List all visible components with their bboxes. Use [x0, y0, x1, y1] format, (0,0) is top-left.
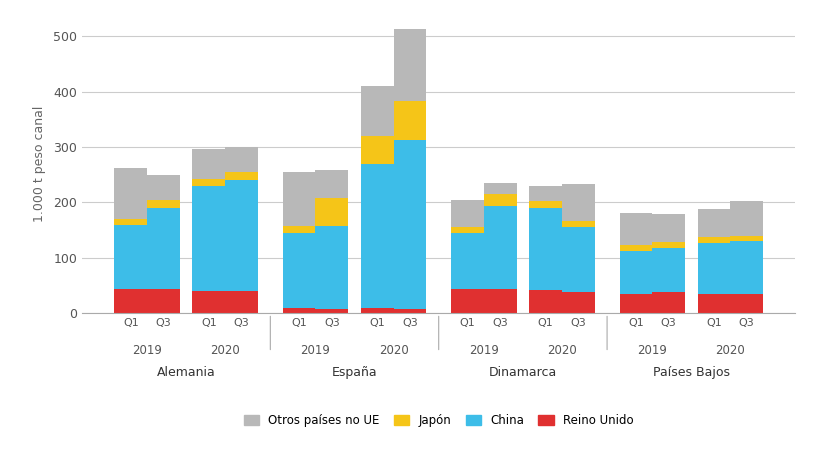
- Bar: [225, 291, 257, 313]
- Bar: [147, 200, 179, 208]
- Text: Alemania: Alemania: [156, 366, 215, 379]
- Text: 2019: 2019: [636, 344, 667, 357]
- Bar: [730, 294, 762, 313]
- Bar: [561, 227, 594, 292]
- Bar: [283, 226, 315, 233]
- Bar: [283, 233, 315, 308]
- Bar: [225, 172, 257, 180]
- Bar: [483, 194, 516, 207]
- Bar: [393, 309, 426, 313]
- Bar: [450, 227, 483, 233]
- Text: 2020: 2020: [378, 344, 408, 357]
- Text: 2020: 2020: [210, 344, 240, 357]
- Bar: [697, 208, 730, 237]
- Bar: [115, 225, 147, 289]
- Bar: [450, 200, 483, 227]
- Text: 2019: 2019: [132, 344, 162, 357]
- Text: 2019: 2019: [301, 344, 330, 357]
- Bar: [147, 289, 179, 313]
- Bar: [360, 86, 393, 136]
- Bar: [651, 213, 684, 242]
- Bar: [315, 170, 348, 198]
- Bar: [450, 233, 483, 289]
- Bar: [283, 172, 315, 226]
- Bar: [393, 140, 426, 309]
- Bar: [561, 292, 594, 313]
- Bar: [192, 148, 225, 179]
- Text: 2020: 2020: [546, 344, 576, 357]
- Bar: [697, 237, 730, 243]
- Legend: Otros países no UE, Japón, China, Reino Unido: Otros países no UE, Japón, China, Reino …: [238, 409, 638, 431]
- Bar: [360, 308, 393, 313]
- Bar: [528, 290, 561, 313]
- Bar: [225, 180, 257, 291]
- Bar: [619, 294, 651, 313]
- Bar: [730, 236, 762, 242]
- Text: Países Bajos: Países Bajos: [652, 366, 729, 379]
- Bar: [561, 221, 594, 227]
- Text: 2019: 2019: [468, 344, 498, 357]
- Bar: [192, 179, 225, 186]
- Bar: [697, 243, 730, 294]
- Bar: [360, 164, 393, 308]
- Bar: [483, 207, 516, 289]
- Bar: [561, 183, 594, 221]
- Bar: [730, 201, 762, 236]
- Text: Dinamarca: Dinamarca: [488, 366, 556, 379]
- Bar: [283, 308, 315, 313]
- Bar: [528, 186, 561, 201]
- Bar: [619, 213, 651, 245]
- Bar: [393, 29, 426, 101]
- Bar: [651, 292, 684, 313]
- Bar: [697, 294, 730, 313]
- Text: 2020: 2020: [714, 344, 744, 357]
- Bar: [450, 289, 483, 313]
- Bar: [651, 242, 684, 248]
- Bar: [360, 136, 393, 164]
- Bar: [147, 208, 179, 289]
- Bar: [528, 208, 561, 290]
- Bar: [192, 291, 225, 313]
- Bar: [619, 245, 651, 251]
- Bar: [115, 289, 147, 313]
- Bar: [528, 201, 561, 208]
- Bar: [115, 219, 147, 225]
- Bar: [315, 309, 348, 313]
- Bar: [147, 175, 179, 200]
- Bar: [393, 101, 426, 140]
- Bar: [315, 198, 348, 226]
- Text: España: España: [332, 366, 377, 379]
- Bar: [115, 168, 147, 219]
- Bar: [192, 186, 225, 291]
- Bar: [225, 147, 257, 172]
- Bar: [483, 289, 516, 313]
- Y-axis label: 1.000 t peso canal: 1.000 t peso canal: [33, 106, 46, 222]
- Bar: [483, 183, 516, 194]
- Bar: [651, 248, 684, 292]
- Bar: [315, 226, 348, 309]
- Bar: [730, 242, 762, 294]
- Bar: [619, 251, 651, 294]
